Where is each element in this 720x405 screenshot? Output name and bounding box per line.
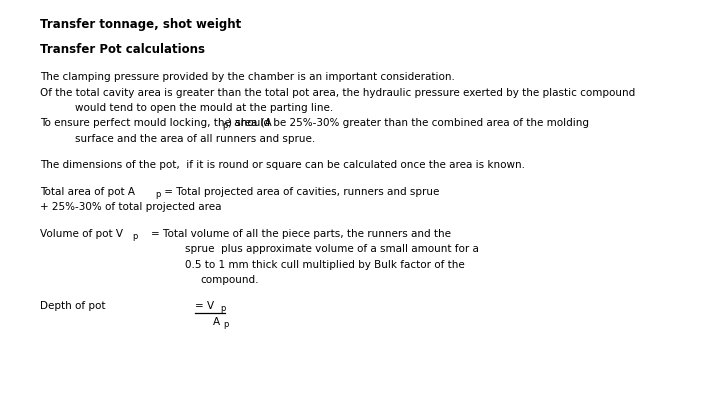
Text: = Total volume of all the piece parts, the runners and the: = Total volume of all the piece parts, t…: [138, 228, 451, 239]
Text: Volume of pot V: Volume of pot V: [40, 228, 123, 239]
Text: The dimensions of the pot,  if it is round or square can be calculated once the : The dimensions of the pot, if it is roun…: [40, 160, 525, 171]
Text: Of the total cavity area is greater than the total pot area, the hydraulic press: Of the total cavity area is greater than…: [40, 87, 635, 98]
Text: p: p: [222, 122, 228, 130]
Text: Total area of pot A: Total area of pot A: [40, 187, 135, 197]
Text: = Total projected area of cavities, runners and sprue: = Total projected area of cavities, runn…: [161, 187, 439, 197]
Text: surface and the area of all runners and sprue.: surface and the area of all runners and …: [75, 134, 315, 144]
Text: p: p: [132, 232, 138, 241]
Text: compound.: compound.: [200, 275, 258, 285]
Text: To ensure perfect mould locking, the area (A: To ensure perfect mould locking, the are…: [40, 119, 271, 128]
Text: Transfer tonnage, shot weight: Transfer tonnage, shot weight: [40, 18, 241, 31]
Text: = V: = V: [195, 301, 214, 311]
Text: 0.5 to 1 mm thick cull multiplied by Bulk factor of the: 0.5 to 1 mm thick cull multiplied by Bul…: [185, 260, 464, 270]
Text: would tend to open the mould at the parting line.: would tend to open the mould at the part…: [75, 103, 333, 113]
Text: Transfer Pot calculations: Transfer Pot calculations: [40, 43, 205, 56]
Text: p: p: [223, 320, 228, 329]
Text: + 25%-30% of total projected area: + 25%-30% of total projected area: [40, 202, 222, 212]
Text: p: p: [220, 305, 225, 313]
Text: ) should be 25%-30% greater than the combined area of the molding: ) should be 25%-30% greater than the com…: [228, 119, 589, 128]
Text: p: p: [155, 190, 161, 199]
Text: sprue  plus approximate volume of a small amount for a: sprue plus approximate volume of a small…: [185, 244, 479, 254]
Text: A: A: [213, 318, 220, 327]
Text: The clamping pressure provided by the chamber is an important consideration.: The clamping pressure provided by the ch…: [40, 72, 455, 82]
Text: Depth of pot: Depth of pot: [40, 301, 106, 311]
